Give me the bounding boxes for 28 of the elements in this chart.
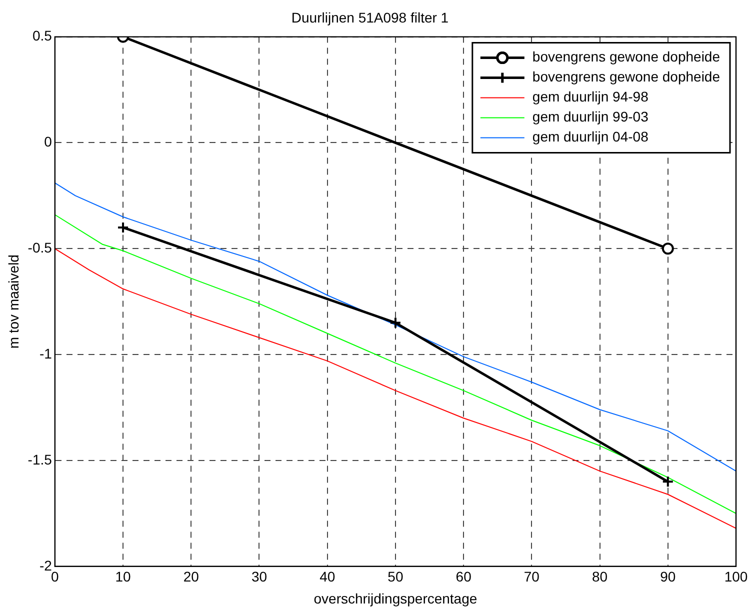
x-tick-label: 10 [115, 568, 132, 585]
x-tick-label: 70 [524, 568, 540, 585]
x-tick-label: 90 [660, 568, 676, 585]
point [662, 242, 674, 255]
legend-label: gem duurlijn 94-98 [532, 88, 649, 105]
point [389, 316, 402, 329]
y-tick-label: 0 [44, 134, 52, 150]
x-tick-label: 50 [388, 568, 404, 585]
y-tick-label: -1.5 [28, 451, 52, 468]
x-tick-label: 30 [251, 568, 268, 585]
x-tick-label: 100 [724, 568, 748, 585]
y-tick-label: 0.5 [32, 28, 52, 44]
x-tick-label: 20 [183, 568, 200, 585]
y-tick-label: -0.5 [28, 240, 52, 256]
x-tick-label: 40 [320, 568, 336, 585]
x-tick-label: 80 [592, 568, 608, 585]
legend-label: bovengrens gewone dopheide [532, 68, 720, 85]
legend-label: gem duurlijn 04-08 [532, 128, 649, 145]
point [117, 221, 130, 234]
legend-label: bovengrens gewone dopheide [532, 48, 720, 65]
x-axis-title: overschrijdingspercentage [314, 590, 478, 606]
legend-label: gem duurlijn 99-03 [532, 108, 649, 125]
y-axis-title: m tov maaiveld [5, 254, 22, 349]
chart-title: Duurlijnen 51A098 filter 1 [291, 9, 449, 26]
point [662, 476, 674, 488]
y-tick-label: -1 [39, 345, 52, 362]
y-tick-label: -2 [39, 557, 52, 574]
x-tick-label: 60 [456, 568, 472, 585]
